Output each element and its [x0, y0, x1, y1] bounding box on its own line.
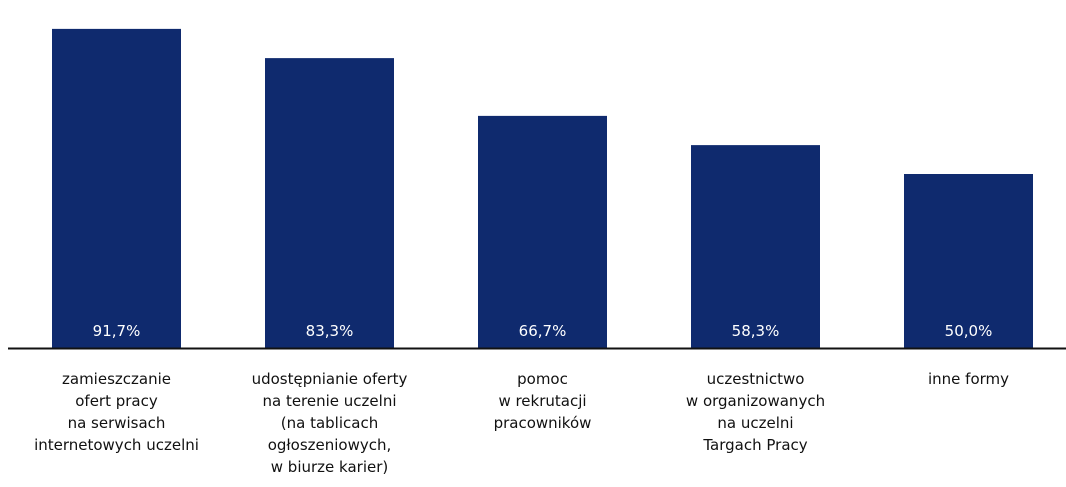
bar [904, 174, 1033, 348]
category-label-line: zamieszczanie [62, 370, 171, 388]
category-label-line: uczestnictwo [707, 370, 805, 388]
category-label-line: pracowników [494, 414, 592, 432]
category-label: pomoc w rekrutacji pracowników [494, 370, 592, 432]
category-label: udostępnianie oferty na terenie uczelni (n… [252, 370, 408, 476]
category-label-line: w biurze karier) [271, 458, 388, 476]
category-label-line: na terenie uczelni [262, 392, 396, 410]
bar [265, 58, 394, 349]
category-label-line: udostępnianie oferty [252, 370, 408, 388]
category-label-line: internetowych uczelni [34, 436, 199, 454]
bar-value-label: 66,7% [519, 322, 567, 340]
category-label: inne formy [928, 370, 1009, 388]
value-labels-group: 91,7% 83,3% 66,7% 58,3% 50,0% [93, 322, 993, 340]
category-label: zamieszczanie ofert pracy na serwisach inte… [34, 370, 199, 454]
bars-group [52, 28, 1033, 349]
category-label-line: na serwisach [68, 414, 166, 432]
category-labels-group: zamieszczanie ofert pracy na serwisach inte… [34, 370, 1009, 476]
bar-value-label: 58,3% [732, 322, 780, 340]
bar-value-label: 91,7% [93, 322, 141, 340]
category-label: uczestnictwo w organizowanych na uczelni Ta… [686, 370, 825, 454]
bar-value-label: 50,0% [945, 322, 993, 340]
category-label-line: ofert pracy [75, 392, 158, 410]
bar [691, 145, 820, 348]
category-label-line: ogłoszeniowych, [268, 436, 392, 454]
bar-value-label: 83,3% [306, 322, 354, 340]
category-label-line: pomoc [517, 370, 568, 388]
category-label-line: inne formy [928, 370, 1009, 388]
category-label-line: w organizowanych [686, 392, 825, 410]
category-label-line: w rekrutacji [498, 392, 586, 410]
category-label-line: na uczelni [717, 414, 793, 432]
bar [52, 28, 181, 348]
bar [478, 115, 607, 348]
category-label-line: (na tablicach [281, 414, 378, 432]
category-label-line: Targach Pracy [702, 436, 807, 454]
